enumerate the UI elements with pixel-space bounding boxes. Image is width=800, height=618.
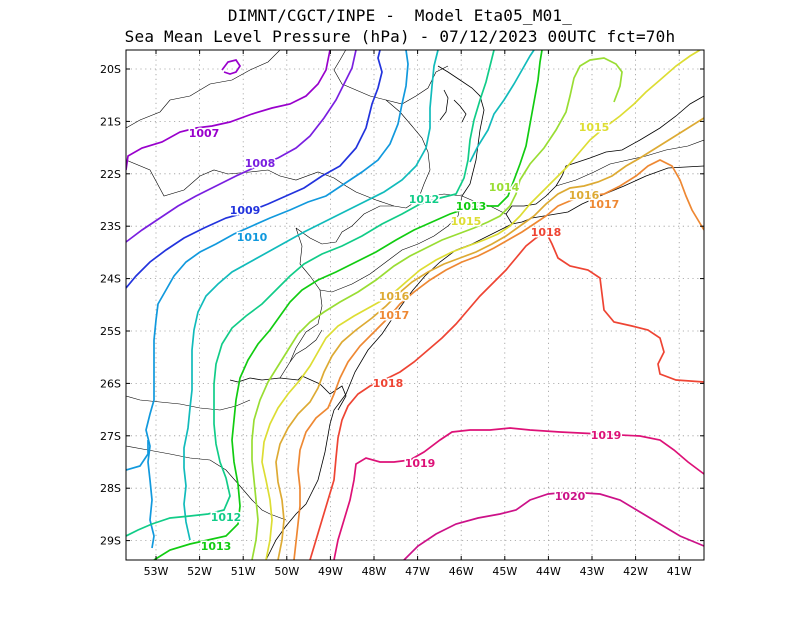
isobar-label-1010: 1010 — [237, 231, 268, 244]
x-tick-label: 51W — [231, 565, 256, 578]
y-tick-label: 25S — [100, 325, 121, 338]
isobar-1013 — [153, 50, 543, 560]
isobar-1008 — [126, 50, 357, 243]
x-tick-label: 42W — [623, 565, 648, 578]
x-tick-label: 45W — [492, 565, 517, 578]
axis-ticks: 53W 52W 51W 50W 49W 48W 47W 46W 45W 44W 43W 42W 41W 2… — [100, 50, 704, 578]
isobar-label-1009: 1009 — [230, 204, 261, 217]
isobar-label-1017: 1017 — [379, 309, 410, 322]
x-tick-label: 41W — [667, 565, 692, 578]
isobar-1007 — [126, 50, 331, 171]
y-tick-label: 28S — [100, 482, 121, 495]
isobar-1009 — [126, 50, 383, 289]
isobar-label-1013: 1013 — [456, 200, 487, 213]
isobar-label-1019: 1019 — [405, 457, 436, 470]
isobar-label-1015: 1015 — [451, 215, 482, 228]
y-tick-label: 24S — [100, 273, 121, 286]
isobar-label-1007: 1007 — [189, 127, 220, 140]
isobar-1011-ne — [469, 50, 535, 163]
x-tick-label: 49W — [318, 565, 343, 578]
chart-title-line-1: DIMNT/CGCT/INPE - Model Eta05_M01_ — [227, 6, 573, 25]
isobar-1015 — [261, 50, 701, 560]
isobar-1010 — [145, 50, 409, 549]
isobar-1020 — [403, 491, 704, 560]
isobar-1017 — [293, 159, 704, 560]
x-tick-label: 46W — [449, 565, 474, 578]
isobar-1014 — [251, 57, 623, 560]
chart-title-line-2: Sea Mean Level Pressure (hPa) - 07/12/20… — [124, 27, 676, 46]
state-borders — [126, 50, 704, 521]
y-tick-label: 23S — [100, 220, 121, 233]
isobar-label-1019: 1019 — [591, 429, 622, 442]
coastline — [229, 65, 704, 560]
x-tick-label: 43W — [580, 565, 605, 578]
y-tick-label: 20S — [100, 63, 121, 76]
isobar-label-1016: 1016 — [379, 290, 410, 303]
x-tick-label: 47W — [405, 565, 430, 578]
isobar-label-1015: 1015 — [579, 121, 610, 134]
isobar-label-1013: 1013 — [201, 540, 232, 553]
isobar-label-1008: 1008 — [245, 157, 276, 170]
y-tick-label: 27S — [100, 430, 121, 443]
plot-frame — [125, 49, 705, 561]
y-tick-label: 21S — [100, 115, 121, 128]
x-tick-label: 48W — [362, 565, 387, 578]
isobar-1012 — [126, 50, 495, 537]
isobars — [126, 50, 704, 560]
x-tick-label: 52W — [187, 565, 212, 578]
isobar-1010-west — [126, 440, 149, 471]
isobar-label-1017: 1017 — [589, 198, 620, 211]
isobar-1019 — [333, 427, 704, 560]
isobar-1018 — [309, 230, 704, 560]
x-tick-label: 50W — [274, 565, 299, 578]
isobar-label-1018: 1018 — [531, 226, 562, 239]
isobar-label-1020: 1020 — [555, 490, 586, 503]
isobar-1011 — [183, 50, 439, 541]
isobar-1007-loop — [221, 59, 242, 75]
contour-labels: 1007100810091010101210121013101310141015… — [187, 120, 623, 555]
isobar-label-1018: 1018 — [373, 377, 404, 390]
isobar-label-1014: 1014 — [489, 181, 520, 194]
isobar-label-1012: 1012 — [409, 193, 440, 206]
y-tick-label: 22S — [100, 168, 121, 181]
isobar-label-1016: 1016 — [569, 189, 600, 202]
x-tick-label: 44W — [536, 565, 561, 578]
grid-lines — [126, 50, 704, 560]
x-tick-label: 53W — [144, 565, 169, 578]
y-tick-label: 29S — [100, 535, 121, 548]
isobar-1016 — [275, 117, 704, 560]
y-tick-label: 26S — [100, 377, 121, 390]
isobar-label-1012: 1012 — [211, 511, 242, 524]
